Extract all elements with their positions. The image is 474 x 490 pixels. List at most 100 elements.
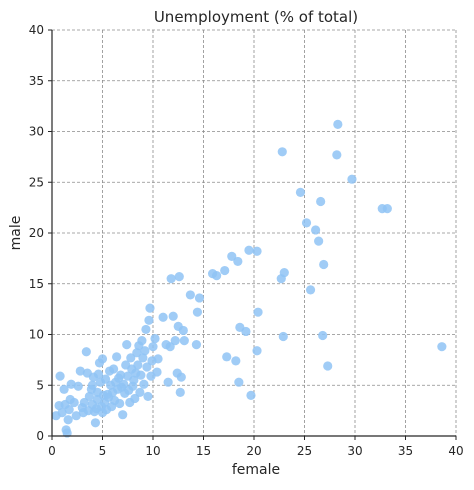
x-tick-label: 0 [48, 444, 56, 458]
data-point [150, 333, 160, 344]
x-tick-label: 35 [398, 444, 413, 458]
data-point [166, 274, 176, 284]
data-point [192, 307, 203, 317]
data-point [142, 362, 152, 372]
y-tick-label: 25 [29, 175, 44, 189]
data-point [115, 398, 125, 409]
data-point [277, 147, 287, 157]
y-tick-label: 35 [29, 74, 44, 88]
data-point [100, 374, 111, 384]
y-tick-label: 40 [29, 23, 44, 37]
x-tick-label: 25 [297, 444, 312, 458]
data-point [347, 174, 357, 184]
data-point [174, 272, 184, 282]
data-point [84, 391, 94, 402]
data-point [227, 251, 237, 261]
data-point [109, 364, 119, 374]
data-point [75, 366, 85, 376]
data-point [143, 391, 153, 402]
data-point [191, 340, 202, 350]
data-point [87, 380, 97, 390]
data-point [59, 384, 69, 394]
data-point [241, 326, 251, 337]
data-point [234, 377, 244, 387]
data-point [130, 393, 140, 404]
data-point [139, 379, 149, 389]
data-point [137, 335, 147, 346]
data-point [246, 390, 256, 400]
data-point [170, 335, 180, 346]
data-point [316, 196, 326, 207]
data-point [57, 408, 67, 418]
data-point [129, 375, 139, 385]
scatter-points [51, 119, 447, 438]
data-point [301, 218, 312, 228]
data-point [71, 411, 81, 421]
x-tick-label: 5 [99, 444, 107, 458]
data-point [212, 271, 222, 281]
data-point [136, 370, 146, 380]
data-point [314, 236, 324, 246]
data-point [185, 290, 195, 300]
data-point [79, 397, 89, 408]
data-point [119, 379, 129, 389]
data-point [295, 187, 306, 197]
data-point [179, 335, 189, 346]
data-point [222, 352, 232, 362]
data-point [437, 342, 447, 352]
data-point [252, 346, 262, 356]
data-point [141, 324, 151, 335]
x-tick-label: 40 [448, 444, 463, 458]
data-point [64, 405, 74, 415]
data-point [55, 371, 65, 381]
data-point [305, 285, 316, 295]
data-point [333, 119, 343, 129]
data-point [278, 331, 288, 342]
y-axis-label: male [8, 216, 24, 251]
data-point [73, 381, 83, 391]
data-point [135, 387, 145, 397]
data-point [163, 377, 173, 387]
data-point [93, 369, 104, 379]
data-point [152, 367, 162, 377]
data-point [194, 293, 205, 303]
data-point [318, 330, 328, 341]
y-tick-label: 20 [29, 226, 44, 240]
data-point [112, 352, 122, 362]
data-point [153, 354, 163, 364]
data-point [132, 348, 142, 358]
x-axis-label: female [232, 462, 280, 478]
data-point [252, 246, 262, 256]
x-tick-label: 15 [196, 444, 211, 458]
data-point [319, 259, 329, 270]
data-point [63, 415, 73, 425]
data-point [176, 372, 186, 382]
y-tick-label: 5 [36, 378, 44, 392]
data-point [158, 312, 168, 322]
data-point [97, 354, 108, 364]
data-point [133, 360, 143, 370]
data-point [175, 387, 185, 397]
chart-title: Unemployment (% of total) [154, 8, 358, 26]
data-point [233, 256, 243, 267]
data-point [122, 340, 132, 350]
data-point [165, 342, 175, 352]
data-point [144, 315, 154, 325]
data-point [81, 347, 91, 357]
data-point [116, 370, 126, 380]
data-point [126, 353, 136, 363]
data-point [66, 379, 76, 389]
y-tick-label: 15 [29, 277, 44, 291]
data-point [231, 356, 241, 366]
data-point [279, 267, 289, 278]
y-tick-label: 0 [36, 429, 44, 443]
data-point [145, 303, 155, 313]
data-point [140, 346, 150, 356]
data-point [332, 150, 342, 160]
x-tick-label: 10 [145, 444, 160, 458]
data-point [220, 265, 230, 276]
tick-labels: 0 5 10 15 20 25 30 35 40 0 5 10 15 20 25 30 35 40 [29, 23, 464, 458]
data-point [178, 325, 188, 336]
x-tick-label: 20 [246, 444, 261, 458]
